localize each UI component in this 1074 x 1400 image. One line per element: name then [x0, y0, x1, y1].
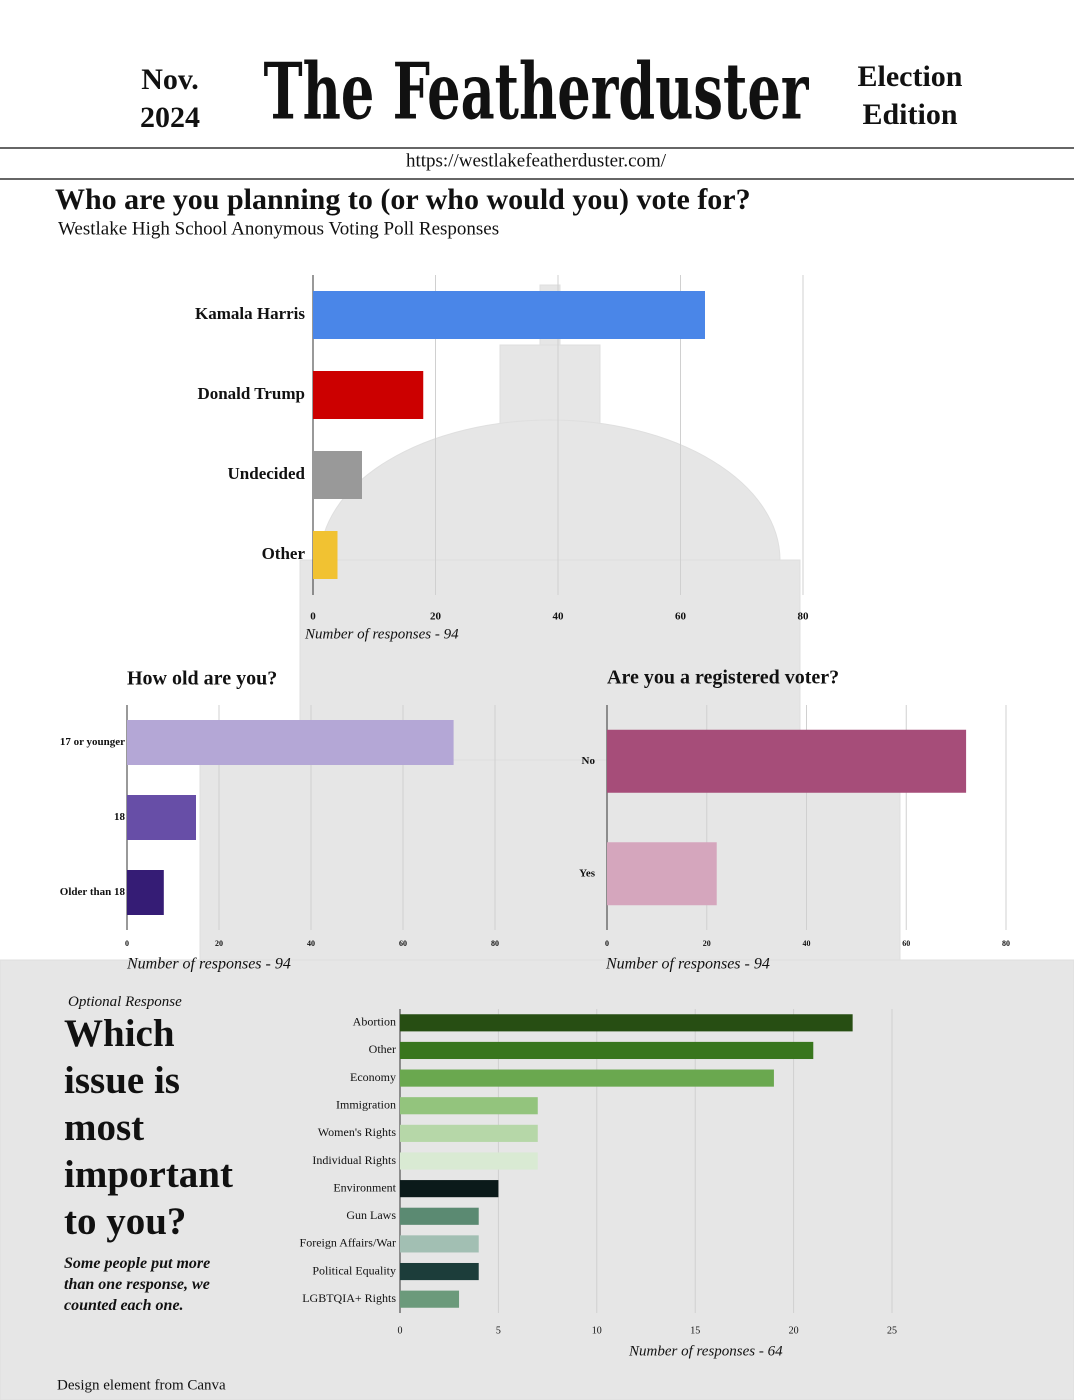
x-axis-label: Number of responses - 64 [628, 1343, 783, 1359]
bar [313, 291, 705, 339]
bar [400, 1069, 774, 1087]
y-tick-label: Kamala Harris [195, 304, 305, 323]
bar [400, 1180, 499, 1198]
bar [400, 1014, 853, 1032]
bar [400, 1124, 538, 1142]
bar [400, 1207, 479, 1225]
x-tick-label: 0 [310, 611, 316, 623]
x-tick-label: 0 [125, 939, 129, 948]
x-tick-label: 80 [798, 611, 810, 623]
x-tick-label: 25 [887, 1325, 897, 1336]
chart-note: Some people put more than one response, … [64, 1255, 211, 1314]
chart-title: Are you a registered voter? [607, 667, 839, 689]
bar [400, 1262, 479, 1281]
x-tick-label: 80 [1002, 939, 1010, 948]
masthead: The Featherduster [264, 47, 810, 138]
poll-title: Who are you planning to (or who would yo… [55, 183, 751, 216]
issue-date: Nov. [141, 63, 199, 96]
y-tick-label: Other [369, 1042, 396, 1056]
bar [607, 729, 967, 793]
bar [127, 720, 454, 765]
site-url: https://westlakefeatherduster.com/ [406, 150, 667, 171]
y-tick-label: Environment [333, 1180, 396, 1194]
bar [313, 531, 338, 579]
footer-credit: Design element from Canva [57, 1377, 226, 1393]
x-tick-label: 20 [215, 939, 223, 948]
x-tick-label: 20 [703, 939, 711, 948]
chart-title: Which issue is most important to you? [64, 1012, 233, 1243]
bar [400, 1152, 538, 1170]
x-tick-label: 20 [430, 611, 442, 623]
x-tick-label: 60 [902, 939, 910, 948]
y-tick-label: 18 [114, 811, 126, 823]
x-tick-label: 10 [592, 1325, 602, 1336]
x-tick-label: 80 [491, 939, 499, 948]
bar [313, 451, 362, 499]
edition: Edition [862, 98, 957, 131]
bar [313, 371, 424, 419]
bar [400, 1290, 460, 1308]
y-tick-label: Older than 18 [60, 886, 126, 898]
bar [400, 1097, 538, 1115]
x-tick-label: 60 [675, 611, 687, 623]
bar [400, 1041, 814, 1060]
x-tick-label: 60 [399, 939, 407, 948]
x-axis-label: Number of responses - 94 [126, 956, 291, 973]
bar [127, 795, 196, 840]
x-axis-label: Number of responses - 94 [304, 626, 459, 642]
y-tick-label: LGBTQIA+ Rights [302, 1291, 396, 1305]
y-tick-label: No [582, 755, 596, 767]
y-tick-label: Undecided [228, 464, 306, 483]
poll-subtitle: Westlake High School Anonymous Voting Po… [58, 218, 499, 239]
x-tick-label: 15 [690, 1325, 700, 1336]
x-tick-label: 40 [803, 939, 811, 948]
issue-date: 2024 [140, 101, 200, 134]
x-tick-label: 0 [398, 1325, 403, 1336]
y-tick-label: Other [262, 544, 306, 563]
chart-title: How old are you? [127, 668, 277, 690]
kicker: Optional Response [68, 994, 182, 1010]
x-tick-label: 40 [307, 939, 315, 948]
x-tick-label: 40 [553, 611, 565, 623]
bar [127, 870, 164, 915]
y-tick-label: Immigration [336, 1097, 396, 1111]
bar [607, 842, 717, 906]
x-axis-label: Number of responses - 94 [605, 956, 770, 973]
x-tick-label: 0 [605, 939, 609, 948]
bar [400, 1235, 479, 1253]
y-tick-label: Political Equality [312, 1263, 396, 1277]
y-tick-label: Foreign Affairs/War [300, 1236, 396, 1250]
y-tick-label: Abortion [353, 1015, 396, 1029]
y-tick-label: 17 or younger [60, 736, 125, 748]
y-tick-label: Individual Rights [312, 1153, 396, 1167]
x-tick-label: 5 [496, 1325, 501, 1336]
y-tick-label: Economy [350, 1070, 396, 1084]
y-tick-label: Donald Trump [197, 384, 305, 403]
edition: Election [858, 60, 963, 93]
y-tick-label: Gun Laws [346, 1208, 396, 1222]
y-tick-label: Women's Rights [318, 1125, 397, 1139]
y-tick-label: Yes [579, 867, 596, 879]
x-tick-label: 20 [789, 1325, 799, 1336]
